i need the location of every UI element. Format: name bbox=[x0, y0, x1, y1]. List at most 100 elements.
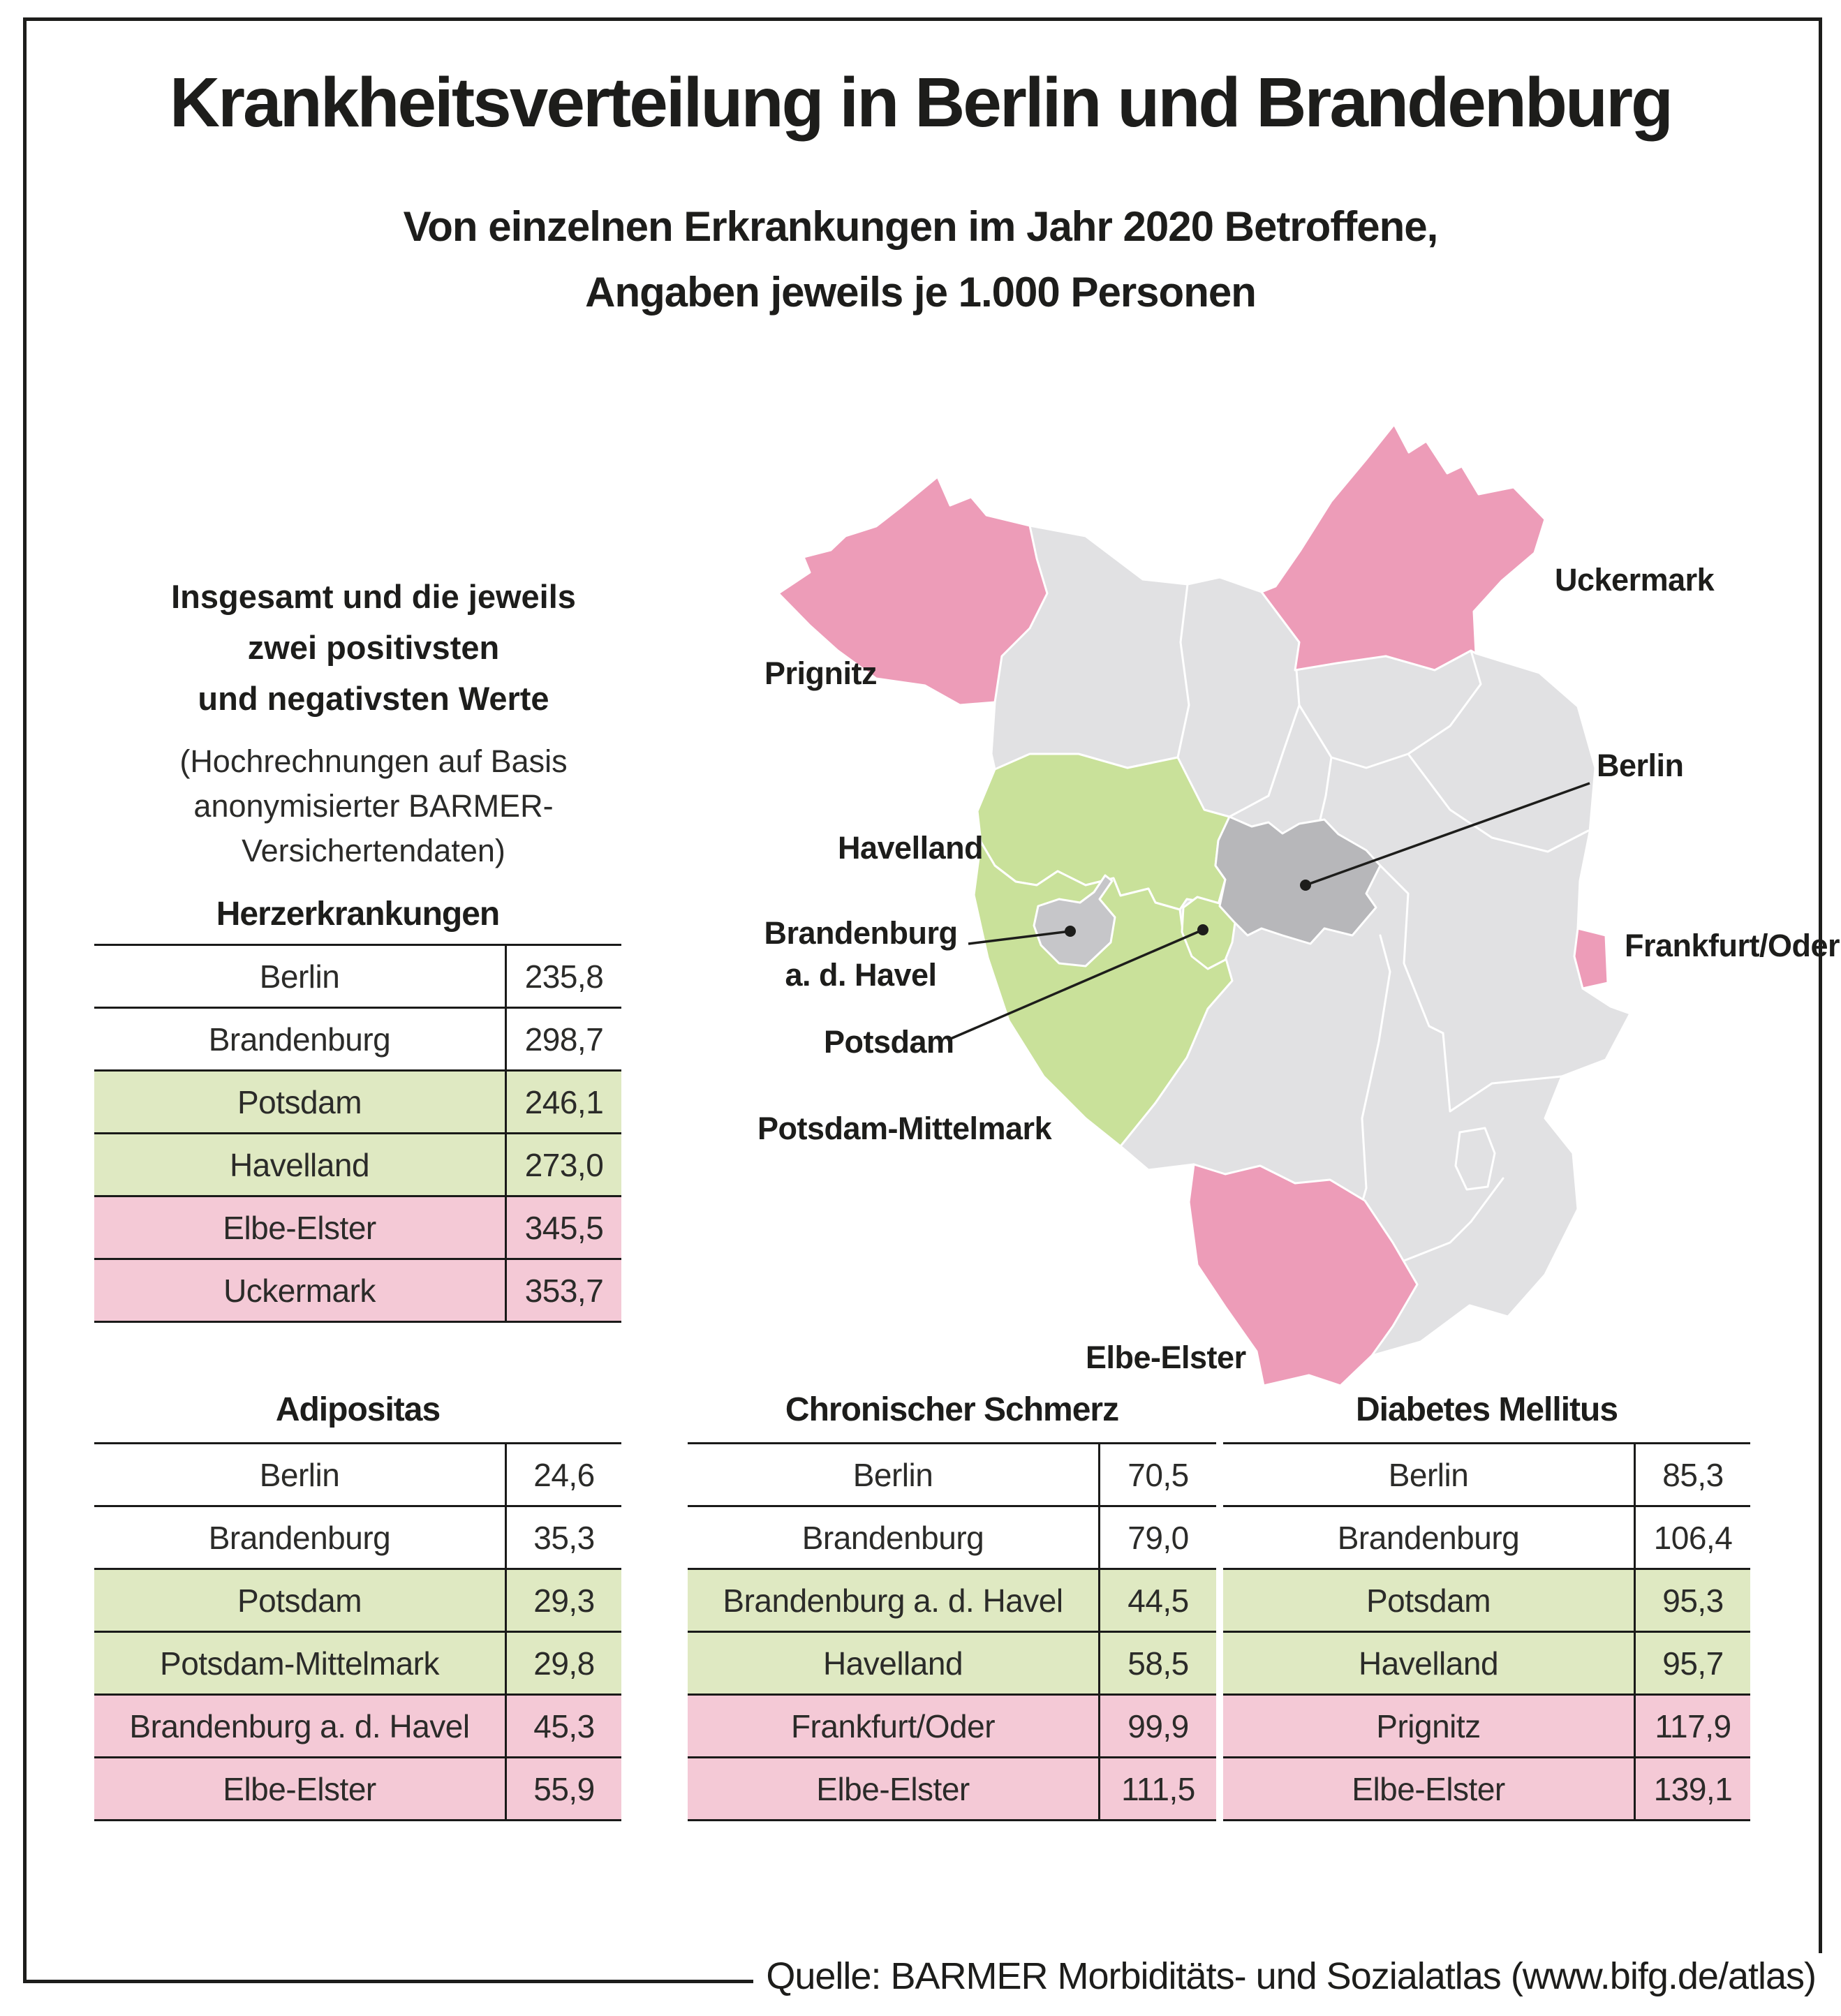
table-row: Havelland 58,5 bbox=[688, 1633, 1216, 1696]
map-label-prignitz: Prignitz bbox=[764, 655, 877, 691]
region-cell: Elbe-Elster bbox=[94, 1758, 507, 1819]
table-row: Elbe-Elster 55,9 bbox=[94, 1758, 621, 1821]
table-row: Brandenburg 35,3 bbox=[94, 1507, 621, 1570]
intro-block: Insgesamt und die jeweils zwei positivst… bbox=[66, 571, 681, 873]
map-region-potsdam bbox=[1181, 896, 1237, 970]
region-cell: Brandenburg bbox=[94, 1507, 507, 1568]
region-cell: Berlin bbox=[94, 1444, 507, 1505]
intro-line-2: zwei positivsten bbox=[247, 629, 500, 666]
map-region-frankfurt-oder bbox=[1573, 927, 1609, 990]
region-cell: Berlin bbox=[688, 1444, 1100, 1505]
value-cell: 117,9 bbox=[1655, 1707, 1731, 1744]
region-cell: Berlin bbox=[1223, 1444, 1636, 1505]
region-cell: Frankfurt/Oder bbox=[688, 1696, 1100, 1756]
table-herzerkrankungen: Berlin 235,8 Brandenburg 298,7 Potsdam 2… bbox=[94, 944, 621, 1323]
table-row: Prignitz 117,9 bbox=[1223, 1696, 1750, 1758]
region-cell: Berlin bbox=[94, 946, 507, 1007]
value-cell: 273,0 bbox=[524, 1146, 604, 1183]
table-row: Elbe-Elster 111,5 bbox=[688, 1758, 1216, 1821]
table-row: Brandenburg a. d. Havel 44,5 bbox=[688, 1570, 1216, 1633]
table-row: Potsdam 95,3 bbox=[1223, 1570, 1750, 1633]
table-row: Brandenburg a. d. Havel 45,3 bbox=[94, 1696, 621, 1758]
table-row: Havelland 95,7 bbox=[1223, 1633, 1750, 1696]
map-border-maerkisch-oderspree bbox=[1407, 753, 1590, 853]
table-title-diabetes-mellitus: Diabetes Mellitus bbox=[1355, 1391, 1618, 1428]
map-label-brandenburg-adh-1: Brandenburg bbox=[764, 915, 957, 951]
value-cell: 235,8 bbox=[524, 958, 604, 995]
region-cell: Elbe-Elster bbox=[94, 1197, 507, 1258]
value-cell: 106,4 bbox=[1653, 1519, 1733, 1556]
region-cell: Brandenburg bbox=[1223, 1507, 1636, 1568]
map-region-prignitz bbox=[777, 475, 1049, 706]
map-border-barnim-south bbox=[1319, 756, 1333, 821]
value-cell: 55,9 bbox=[533, 1770, 595, 1807]
intro-note-2: anonymisierter BARMER- bbox=[193, 788, 554, 824]
value-cell: 99,9 bbox=[1127, 1707, 1189, 1744]
region-cell: Potsdam bbox=[1223, 1570, 1636, 1631]
map-label-berlin: Berlin bbox=[1597, 748, 1684, 783]
value-cell: 44,5 bbox=[1127, 1582, 1189, 1619]
table-title-herzerkrankungen: Herzerkrankungen bbox=[216, 896, 500, 933]
value-cell: 246,1 bbox=[524, 1083, 604, 1120]
map-border-spreeneisse-west bbox=[1442, 1032, 1563, 1113]
value-cell: 139,1 bbox=[1653, 1770, 1733, 1807]
subtitle-line-2: Angaben jeweils je 1.000 Personen bbox=[585, 269, 1257, 316]
intro-line-3: und negativsten Werte bbox=[198, 680, 549, 717]
table-title-adipositas: Adipositas bbox=[275, 1391, 441, 1428]
intro-note-3: Versichertendaten) bbox=[242, 833, 505, 868]
table-row: Brandenburg 106,4 bbox=[1223, 1507, 1750, 1570]
map-region-uckermark bbox=[1260, 423, 1546, 672]
subtitle-line-1: Von einzelnen Erkrankungen im Jahr 2020 … bbox=[403, 203, 1439, 250]
region-cell: Brandenburg a. d. Havel bbox=[688, 1570, 1100, 1631]
value-cell: 85,3 bbox=[1662, 1456, 1724, 1493]
region-cell: Elbe-Elster bbox=[1223, 1758, 1636, 1819]
value-cell: 353,7 bbox=[524, 1272, 604, 1309]
intro-line-1: Insgesamt und die jeweils bbox=[171, 578, 576, 615]
value-cell: 58,5 bbox=[1127, 1645, 1189, 1682]
value-cell: 79,0 bbox=[1127, 1519, 1189, 1556]
table-row: Havelland 273,0 bbox=[94, 1134, 621, 1197]
region-cell: Brandenburg bbox=[94, 1009, 507, 1069]
berlin-callout-line bbox=[1305, 782, 1590, 887]
value-cell: 35,3 bbox=[533, 1519, 595, 1556]
value-cell: 70,5 bbox=[1127, 1456, 1189, 1493]
table-row: Potsdam 29,3 bbox=[94, 1570, 621, 1633]
region-cell: Potsdam bbox=[94, 1570, 507, 1631]
map-region-brandenburg-adh bbox=[1033, 874, 1116, 968]
region-cell: Havelland bbox=[94, 1134, 507, 1195]
brandenburg-map: Prignitz Uckermark Berlin Havelland Bran… bbox=[667, 377, 1840, 1389]
berlin-callout-dot bbox=[1300, 880, 1311, 891]
brandenburg-adh-callout-line bbox=[968, 930, 1071, 945]
region-cell: Potsdam bbox=[94, 1072, 507, 1132]
page-subtitle: Von einzelnen Erkrankungen im Jahr 2020 … bbox=[0, 194, 1841, 325]
table-adipositas: Berlin 24,6 Brandenburg 35,3 Potsdam 29,… bbox=[94, 1442, 621, 1821]
potsdam-callout-line bbox=[947, 928, 1204, 1042]
region-cell: Brandenburg bbox=[688, 1507, 1100, 1568]
region-cell: Elbe-Elster bbox=[688, 1758, 1100, 1819]
table-title-chronischer-schmerz: Chronischer Schmerz bbox=[785, 1391, 1119, 1428]
table-row: Brandenburg 79,0 bbox=[688, 1507, 1216, 1570]
map-border-oderspree-dahme bbox=[1379, 864, 1444, 1035]
table-row: Elbe-Elster 345,5 bbox=[94, 1197, 621, 1260]
table-row: Berlin 85,3 bbox=[1223, 1444, 1750, 1507]
value-cell: 95,7 bbox=[1662, 1645, 1724, 1682]
potsdam-callout-dot bbox=[1197, 924, 1208, 935]
value-cell: 345,5 bbox=[524, 1209, 604, 1246]
table-row: Elbe-Elster 139,1 bbox=[1223, 1758, 1750, 1821]
map-border-lausitz-spreeneisse bbox=[1470, 1177, 1504, 1223]
map-label-elbe-elster: Elbe-Elster bbox=[1086, 1340, 1246, 1375]
map-label-potsdam-mittelmark: Potsdam-Mittelmark bbox=[757, 1111, 1053, 1146]
region-cell: Havelland bbox=[1223, 1633, 1636, 1693]
table-chronischer-schmerz: Berlin 70,5 Brandenburg 79,0 Brandenburg… bbox=[688, 1442, 1216, 1821]
page-title: Krankheitsverteilung in Berlin und Brand… bbox=[169, 64, 1673, 142]
table-row: Potsdam-Mittelmark 29,8 bbox=[94, 1633, 621, 1696]
table-diabetes-mellitus: Berlin 85,3 Brandenburg 106,4 Potsdam 95… bbox=[1223, 1442, 1750, 1821]
table-row: Frankfurt/Oder 99,9 bbox=[688, 1696, 1216, 1758]
table-row: Berlin 235,8 bbox=[94, 946, 621, 1009]
table-row: Potsdam 246,1 bbox=[94, 1072, 621, 1134]
region-cell: Brandenburg a. d. Havel bbox=[94, 1696, 507, 1756]
table-row: Uckermark 353,7 bbox=[94, 1260, 621, 1323]
map-label-havelland: Havelland bbox=[838, 830, 983, 866]
value-cell: 29,3 bbox=[533, 1582, 595, 1619]
